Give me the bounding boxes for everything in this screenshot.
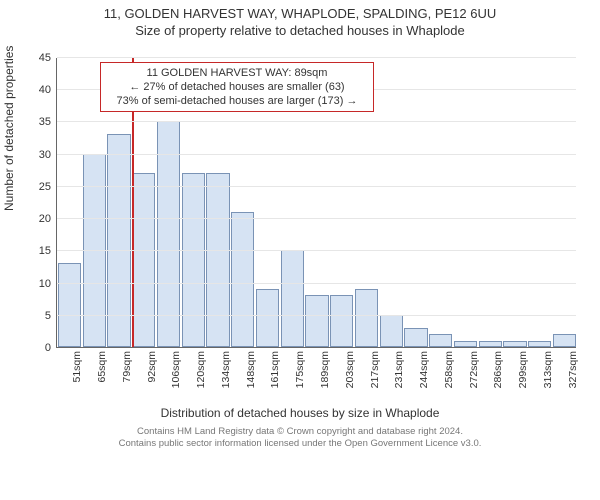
x-axis-label: Distribution of detached houses by size … <box>0 406 600 420</box>
info-box-line2: ← 27% of detached houses are smaller (63… <box>109 80 365 94</box>
histogram-bar <box>380 315 403 347</box>
histogram-bar <box>231 212 254 347</box>
histogram-bar <box>157 121 180 347</box>
histogram-bar <box>553 334 576 347</box>
grid-line <box>57 57 576 58</box>
grid-line <box>57 315 576 316</box>
x-tick-label: 203sqm <box>342 347 356 388</box>
chart-title-line2: Size of property relative to detached ho… <box>0 21 600 38</box>
footer-line1: Contains HM Land Registry data © Crown c… <box>0 426 600 438</box>
x-tick-label: 231sqm <box>391 347 405 388</box>
x-tick-label: 244sqm <box>416 347 430 388</box>
histogram-bar <box>132 173 155 347</box>
grid-line <box>57 186 576 187</box>
x-tick-label: 258sqm <box>441 347 455 388</box>
footer: Contains HM Land Registry data © Crown c… <box>0 426 600 450</box>
y-tick-label: 0 <box>45 342 57 354</box>
histogram-bar <box>182 173 205 347</box>
x-tick-label: 120sqm <box>193 347 207 388</box>
x-tick-label: 217sqm <box>367 347 381 388</box>
histogram-bar <box>355 289 378 347</box>
info-box-line3: 73% of semi-detached houses are larger (… <box>109 94 365 108</box>
chart-area: Number of detached properties 0 5 10 15 20 25… <box>0 38 600 398</box>
x-tick-label: 79sqm <box>119 347 133 383</box>
x-tick-label: 106sqm <box>168 347 182 388</box>
x-tick-label: 175sqm <box>292 347 306 388</box>
y-tick-label: 15 <box>39 245 57 257</box>
y-tick-label: 10 <box>39 278 57 290</box>
x-tick-label: 286sqm <box>490 347 504 388</box>
x-tick-label: 313sqm <box>540 347 554 388</box>
x-tick-label: 51sqm <box>69 347 83 383</box>
y-tick-label: 20 <box>39 213 57 225</box>
x-tick-label: 65sqm <box>94 347 108 383</box>
x-tick-label: 148sqm <box>243 347 257 388</box>
grid-line <box>57 283 576 284</box>
histogram-bar <box>404 328 427 347</box>
y-tick-label: 40 <box>39 84 57 96</box>
histogram-bar <box>256 289 279 347</box>
x-tick-label: 327sqm <box>565 347 579 388</box>
y-tick-label: 25 <box>39 181 57 193</box>
x-tick-label: 161sqm <box>267 347 281 388</box>
x-tick-label: 189sqm <box>317 347 331 388</box>
y-tick-label: 5 <box>45 310 57 322</box>
grid-line <box>57 218 576 219</box>
x-tick-label: 134sqm <box>218 347 232 388</box>
histogram-bar <box>429 334 452 347</box>
histogram-bar <box>281 250 304 347</box>
y-tick-label: 35 <box>39 116 57 128</box>
grid-line <box>57 121 576 122</box>
info-box-line1: 11 GOLDEN HARVEST WAY: 89sqm <box>109 66 365 80</box>
y-tick-label: 45 <box>39 52 57 64</box>
y-tick-label: 30 <box>39 149 57 161</box>
histogram-bar <box>330 295 353 347</box>
histogram-bar <box>58 263 81 347</box>
info-box: 11 GOLDEN HARVEST WAY: 89sqm ← 27% of de… <box>100 62 374 112</box>
x-tick-label: 299sqm <box>515 347 529 388</box>
grid-line <box>57 154 576 155</box>
grid-line <box>57 250 576 251</box>
histogram-bar <box>206 173 229 347</box>
y-axis-label: Number of detached properties <box>2 46 16 211</box>
chart-title-line1: 11, GOLDEN HARVEST WAY, WHAPLODE, SPALDI… <box>0 0 600 21</box>
histogram-bar <box>305 295 328 347</box>
x-tick-label: 272sqm <box>466 347 480 388</box>
x-tick-label: 92sqm <box>144 347 158 383</box>
footer-line2: Contains public sector information licen… <box>0 438 600 450</box>
